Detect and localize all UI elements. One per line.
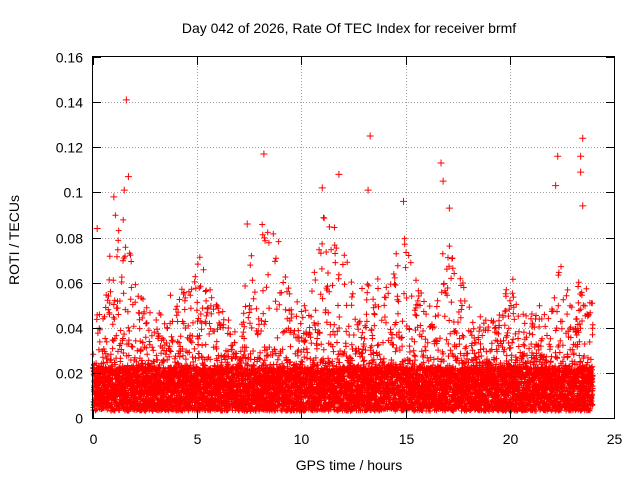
roti-outlier-point (318, 184, 326, 192)
roti-outlier-point (364, 186, 372, 194)
roti-outlier-point (335, 170, 343, 178)
plot-frame (92, 56, 615, 419)
y-axis-label: ROTI / TECUs (6, 195, 22, 285)
roti-outlier-point (110, 193, 118, 201)
y-tick-label: 0.16 (56, 50, 83, 66)
roti-outlier-point (439, 177, 447, 185)
axis-ticks: 0 0.02 0.04 0.06 0.08 0.1 0.12 0.14 0.16 0 5 10 15 20… (56, 50, 623, 448)
roti-outlier-point (366, 132, 374, 140)
roti-outlier-point (93, 224, 101, 232)
roti-outlier-point (579, 202, 587, 210)
roti-outlier-point (260, 150, 268, 158)
roti-outlier-point (554, 152, 562, 160)
roti-outlier-point (445, 204, 453, 212)
x-tick-label: 15 (399, 431, 415, 447)
roti-outlier-point (124, 173, 132, 181)
roti-outlier-point (122, 96, 130, 104)
x-tick-label: 0 (90, 431, 98, 447)
y-tick-label: 0.12 (56, 140, 83, 156)
x-tick-label: 25 (607, 431, 623, 447)
x-axis-label: GPS time / hours (296, 457, 403, 473)
roti-outlier-point (579, 134, 587, 142)
roti-outlier-point (400, 197, 408, 205)
roti-point-cloud (90, 212, 596, 414)
y-tick-label: 0.06 (56, 276, 83, 292)
data-points (90, 96, 596, 414)
chart-title: Day 042 of 2026, Rate Of TEC Index for r… (182, 20, 516, 36)
x-tick-label: 20 (503, 431, 519, 447)
y-tick-label: 0 (75, 411, 83, 427)
roti-outlier-point (577, 168, 585, 176)
y-tick-label: 0.08 (56, 231, 83, 247)
roti-outlier-point (577, 152, 585, 160)
y-tick-label: 0.1 (64, 185, 84, 201)
roti-outlier-point (437, 159, 445, 167)
x-tick-label: 10 (294, 431, 310, 447)
x-tick-label: 5 (194, 431, 202, 447)
y-tick-label: 0.04 (56, 321, 83, 337)
roti-outlier-point (552, 182, 560, 190)
y-tick-label: 0.02 (56, 366, 83, 382)
roti-outlier-point (243, 220, 251, 228)
y-tick-label: 0.14 (56, 95, 83, 111)
roti-outlier-point (120, 186, 128, 194)
